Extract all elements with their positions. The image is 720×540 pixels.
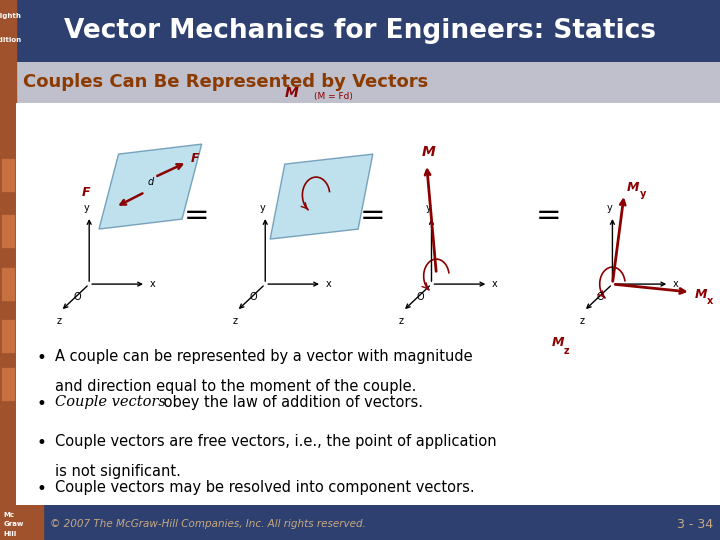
Text: A couple can be represented by a vector with magnitude: A couple can be represented by a vector … xyxy=(55,349,472,364)
Text: x: x xyxy=(492,279,498,289)
Text: x: x xyxy=(150,279,156,289)
Text: x: x xyxy=(707,296,714,306)
Text: F: F xyxy=(191,152,199,165)
Text: M: M xyxy=(627,181,639,194)
Text: y: y xyxy=(259,203,265,213)
Text: Couples Can Be Represented by Vectors: Couples Can Be Represented by Vectors xyxy=(23,73,428,91)
Text: =: = xyxy=(360,201,386,230)
Text: F: F xyxy=(81,186,90,199)
Text: d: d xyxy=(148,177,154,187)
Bar xyxy=(1,320,14,352)
Text: z: z xyxy=(399,316,404,326)
Text: z: z xyxy=(564,346,569,356)
Text: Couple vectors may be resolved into component vectors.: Couple vectors may be resolved into comp… xyxy=(55,480,474,495)
Text: •: • xyxy=(37,480,47,498)
Text: =: = xyxy=(184,201,210,230)
Bar xyxy=(1,159,14,191)
Text: O: O xyxy=(416,292,423,302)
Text: Couple vectors: Couple vectors xyxy=(55,395,166,409)
Text: is not significant.: is not significant. xyxy=(55,464,181,479)
Text: O: O xyxy=(250,292,258,302)
Bar xyxy=(0,62,16,103)
Text: © 2007 The McGraw-Hill Companies, Inc. All rights reserved.: © 2007 The McGraw-Hill Companies, Inc. A… xyxy=(50,519,366,529)
Text: x: x xyxy=(673,279,679,289)
Text: y: y xyxy=(640,189,646,199)
Bar xyxy=(1,368,14,400)
Polygon shape xyxy=(99,144,202,229)
Text: Couple vectors are free vectors, i.e., the point of application: Couple vectors are free vectors, i.e., t… xyxy=(55,434,496,449)
Text: M: M xyxy=(695,288,707,301)
Text: O: O xyxy=(73,292,81,302)
Text: Edition: Edition xyxy=(0,37,22,43)
Text: •: • xyxy=(37,349,47,367)
Text: M: M xyxy=(422,145,436,159)
Text: z: z xyxy=(580,316,585,326)
Text: M: M xyxy=(552,336,564,349)
Text: (M = Fd): (M = Fd) xyxy=(314,92,353,101)
Text: z: z xyxy=(57,316,62,326)
Polygon shape xyxy=(270,154,373,239)
Text: y: y xyxy=(426,203,431,213)
Text: obey the law of addition of vectors.: obey the law of addition of vectors. xyxy=(159,395,423,410)
Text: y: y xyxy=(84,203,89,213)
Text: and direction equal to the moment of the couple.: and direction equal to the moment of the… xyxy=(55,379,416,394)
Bar xyxy=(0,505,43,540)
Text: •: • xyxy=(37,395,47,413)
Text: Mc: Mc xyxy=(4,512,14,518)
Text: Vector Mechanics for Engineers: Statics: Vector Mechanics for Engineers: Statics xyxy=(64,18,656,44)
Text: y: y xyxy=(607,203,613,213)
Bar xyxy=(1,215,14,247)
Text: x: x xyxy=(326,279,332,289)
Text: z: z xyxy=(233,316,238,326)
Text: •: • xyxy=(37,434,47,452)
Text: 3 - 34: 3 - 34 xyxy=(677,518,713,531)
Text: Hill: Hill xyxy=(4,531,17,537)
Text: Graw: Graw xyxy=(4,521,24,527)
Text: M: M xyxy=(285,86,299,100)
Text: Eighth: Eighth xyxy=(0,12,21,18)
Text: O: O xyxy=(597,292,605,302)
Bar xyxy=(0,0,16,62)
Text: =: = xyxy=(536,201,562,230)
Bar xyxy=(1,267,14,300)
